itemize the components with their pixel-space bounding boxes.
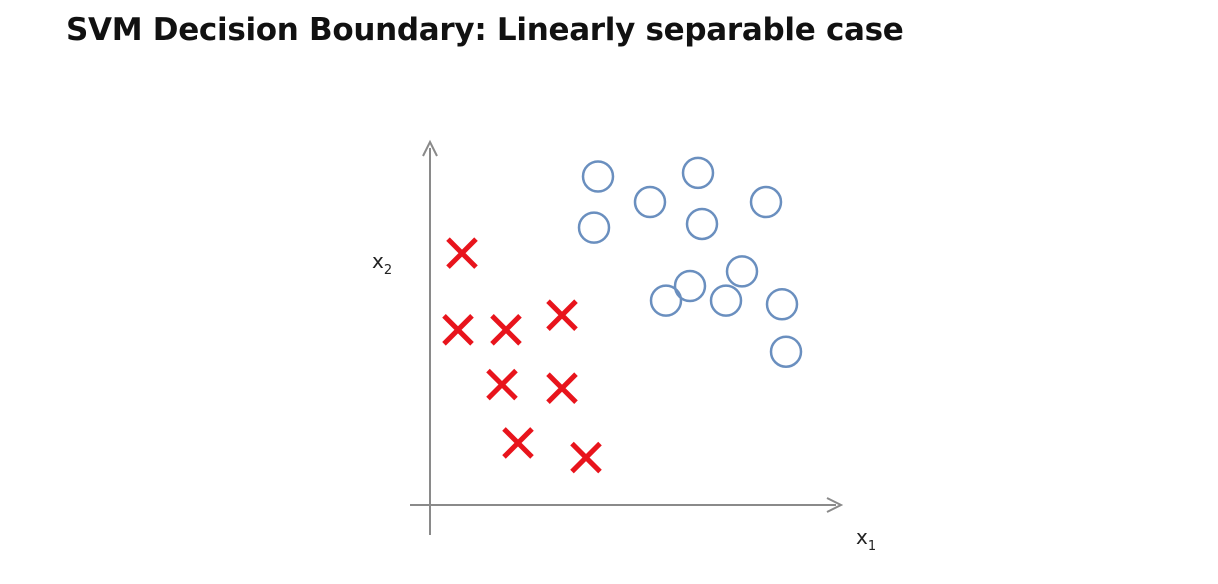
circle-marker-point [581,160,615,193]
data-points [442,156,803,474]
x-marker-point [442,314,474,346]
axes [410,139,844,535]
x-marker-point [490,314,522,346]
circle-marker-point [769,335,803,368]
circle-marker-point [709,284,743,317]
circle-marker-point [673,269,707,303]
circle-marker-point [765,288,799,321]
x-axis-arrowhead [826,497,844,513]
circle-marker-point [681,156,715,190]
y-axis-label: x2 [372,249,392,278]
x-marker-point [546,372,578,404]
y-axis-arrowhead [422,139,438,157]
x-marker-point [486,368,518,401]
x-marker-point [546,299,578,331]
x-axis-label: x1 [856,525,876,554]
circle-marker-point [649,284,683,317]
circle-marker-point [577,211,611,244]
x-marker-point [446,237,478,269]
circle-marker-point [725,255,759,288]
circle-marker-point [749,185,783,219]
circle-marker-point [685,207,719,241]
chart-title: SVM Decision Boundary: Linearly separabl… [66,12,904,48]
x-marker-point [502,427,534,459]
x-marker-point [570,441,602,474]
circle-marker-point [633,185,667,219]
